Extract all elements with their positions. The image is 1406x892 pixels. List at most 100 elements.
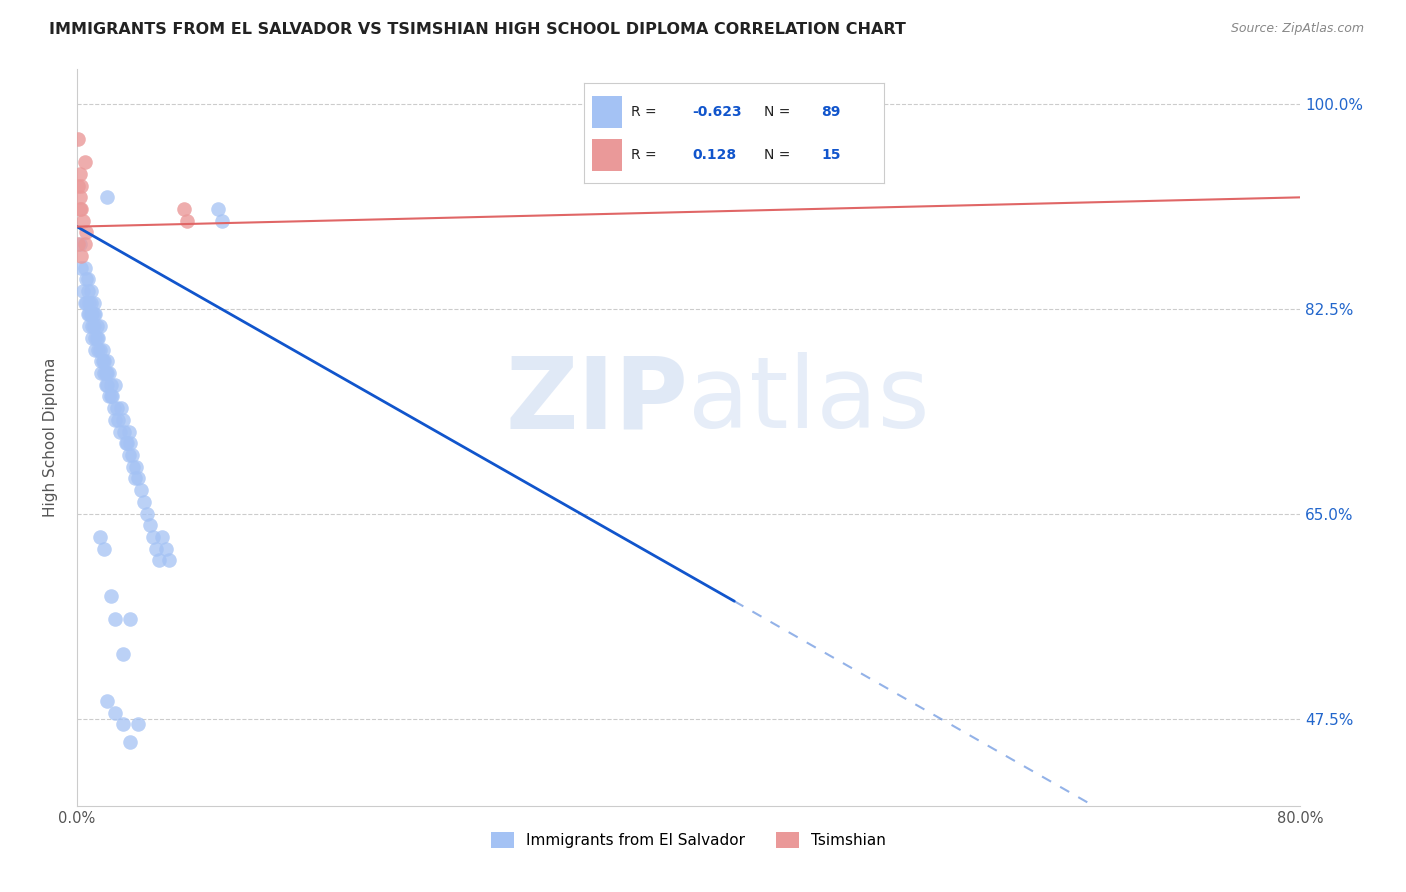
Point [121,448,143,462]
Point [112,425,135,439]
Point [73,155,96,169]
Point [207,202,229,216]
Point [83,295,105,310]
Point [120,612,142,626]
Point [93,354,115,368]
Point [139,518,162,533]
Point [79,295,101,310]
Point [108,425,131,439]
Point [211,214,233,228]
Point [93,366,115,380]
Y-axis label: High School Diploma: High School Diploma [44,358,58,517]
Point [96,377,118,392]
Point [122,459,145,474]
Point [84,308,107,322]
Point [104,612,127,626]
Point [117,436,139,450]
Point [98,389,121,403]
Point [82,331,104,345]
Point [87,331,110,345]
Point [90,354,112,368]
Point [79,308,101,322]
Point [90,366,112,380]
Point [76,272,98,286]
Point [73,295,96,310]
Point [77,295,100,310]
Point [105,401,128,416]
Point [75,272,97,286]
Point [73,260,96,275]
Point [69,237,91,252]
Point [148,553,170,567]
Point [79,284,101,298]
Point [176,214,198,228]
Point [69,167,91,181]
Point [84,331,107,345]
Point [91,354,114,368]
Point [145,541,167,556]
Point [127,717,149,731]
Point [75,226,97,240]
Text: Source: ZipAtlas.com: Source: ZipAtlas.com [1230,22,1364,36]
Point [100,389,122,403]
Point [70,202,93,216]
Point [120,436,142,450]
Point [82,319,104,334]
Point [118,425,141,439]
Point [134,495,156,509]
Point [72,214,94,228]
Point [103,401,125,416]
Point [111,647,134,661]
Point [118,448,141,462]
Point [104,377,127,392]
Point [110,401,132,416]
Point [87,343,110,357]
Point [111,717,134,731]
Point [76,284,98,298]
Point [129,483,152,497]
Point [114,436,136,450]
Point [76,308,98,322]
Point [152,530,174,544]
Point [70,260,93,275]
Point [101,389,124,403]
Point [73,237,96,252]
Point [70,178,93,193]
Point [100,377,122,392]
Point [94,377,117,392]
Point [96,354,118,368]
Point [82,308,104,322]
Point [72,284,94,298]
Point [86,331,108,345]
Point [69,190,91,204]
Point [70,249,93,263]
Point [98,366,121,380]
Point [83,308,105,322]
Point [120,735,142,749]
Point [136,507,159,521]
Point [96,190,118,204]
Point [75,295,97,310]
Point [77,319,100,334]
Point [94,366,117,380]
Point [89,343,111,357]
Point [67,132,90,146]
Point [157,553,180,567]
Point [86,319,108,334]
Point [84,343,107,357]
Text: atlas: atlas [689,352,931,449]
Point [173,202,195,216]
Text: ZIP: ZIP [506,352,689,449]
Point [107,413,129,427]
Point [125,459,148,474]
Point [91,343,114,357]
Point [93,541,115,556]
Point [89,319,111,334]
Point [124,471,146,485]
Point [77,308,100,322]
Point [155,541,177,556]
Point [104,706,127,720]
Point [89,530,111,544]
Point [96,366,118,380]
Point [127,471,149,485]
